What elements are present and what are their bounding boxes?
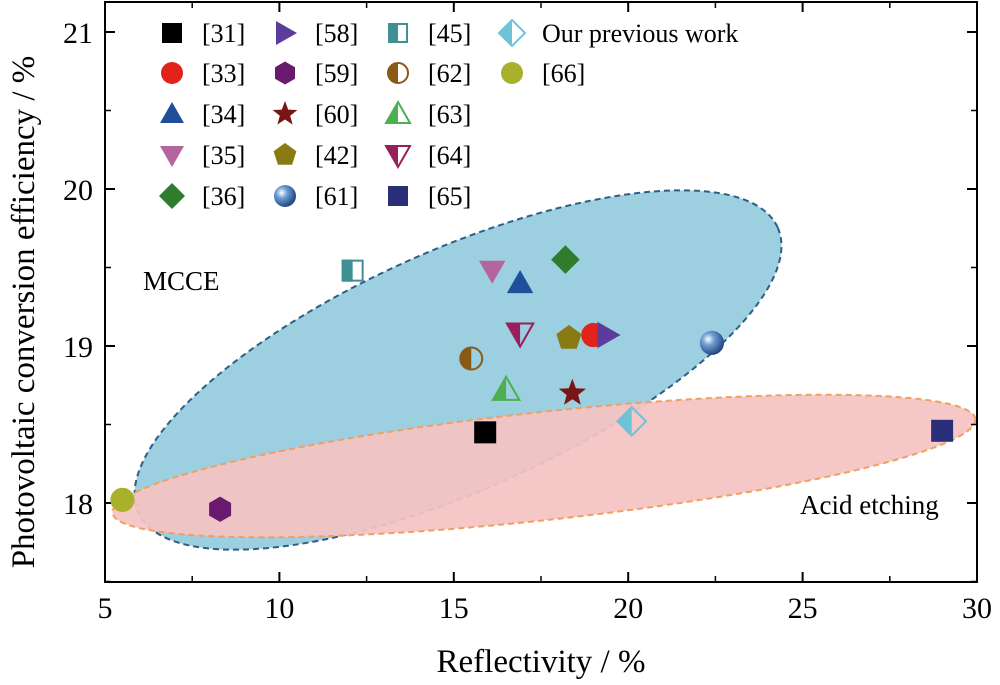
x-tick-label: 10 <box>264 592 294 625</box>
legend-label: [66] <box>542 59 585 88</box>
x-tick-label: 30 <box>962 592 992 625</box>
regions <box>111 189 977 551</box>
point-42 <box>556 324 582 349</box>
legend-item-63: [63] <box>384 99 471 129</box>
legend-item-64: [64] <box>384 141 471 170</box>
legend-label: [62] <box>428 59 471 88</box>
point-35 <box>479 260 506 284</box>
point-34 <box>506 270 534 294</box>
legend-item-42: [42] <box>273 141 358 170</box>
y-tick-label: 18 <box>63 488 93 521</box>
legend-item-34: [34] <box>160 100 245 129</box>
legend-label: [35] <box>202 141 245 170</box>
legend-marker-62 <box>387 62 409 84</box>
legend-label: [36] <box>202 182 245 211</box>
legend-item-61: [61] <box>274 182 358 211</box>
legend-marker-58 <box>276 21 297 45</box>
point-62 <box>459 346 484 371</box>
x-tick-label: 5 <box>98 592 113 625</box>
data-points <box>110 245 954 522</box>
legend-label: [61] <box>315 182 358 211</box>
legend-item-45: [45] <box>388 19 471 48</box>
y-axis: 18 19 20 21 <box>63 17 977 583</box>
legend-label: [42] <box>315 141 358 170</box>
legend-marker-31 <box>162 23 182 43</box>
legend-marker-65 <box>388 186 408 206</box>
point-64 <box>505 322 536 349</box>
point-45 <box>341 259 364 282</box>
legend-marker-63 <box>384 99 412 124</box>
region-acid-etching <box>111 393 977 539</box>
x-tick-label: 20 <box>613 592 643 625</box>
region-label-acid-etching: Acid etching <box>800 490 939 520</box>
legend-marker-34 <box>160 102 184 123</box>
legend-item-33: [33] <box>161 59 245 88</box>
point-66 <box>110 487 135 512</box>
legend-label: [31] <box>202 19 245 48</box>
legend-label: [58] <box>315 19 358 48</box>
legend-marker-35 <box>160 146 184 167</box>
legend-item-65: [65] <box>388 182 471 211</box>
point-58 <box>597 321 621 349</box>
legend-label: [45] <box>428 19 471 48</box>
point-31 <box>474 421 497 444</box>
legend-marker-59 <box>275 61 295 85</box>
point-65 <box>931 419 954 442</box>
y-tick-label: 21 <box>63 17 93 50</box>
point-60 <box>558 378 586 405</box>
legend-item-35: [35] <box>160 141 245 170</box>
point-63 <box>491 374 522 401</box>
legend-item-62: [62] <box>387 59 471 88</box>
legend-item-our-previous-work: Our previous work <box>497 18 738 48</box>
legend-item-59: [59] <box>275 59 358 88</box>
legend-marker-our-previous-work <box>497 18 527 48</box>
x-axis: 5 10 15 20 25 30 <box>98 2 992 625</box>
x-axis-title: Reflectivity / % <box>437 644 646 680</box>
legend-label: [63] <box>428 100 471 129</box>
legend-item-31: [31] <box>162 19 245 48</box>
y-tick-label: 20 <box>63 174 93 207</box>
point-59 <box>209 496 232 522</box>
point-61 <box>699 330 725 355</box>
x-tick-label: 25 <box>788 592 818 625</box>
legend-marker-61 <box>274 185 296 207</box>
point-36 <box>551 245 580 274</box>
legend-item-58: [58] <box>276 19 358 48</box>
legend-item-36: [36] <box>159 182 245 211</box>
legend-label: [64] <box>428 141 471 170</box>
region-label-mcce: MCCE <box>143 266 220 296</box>
legend-marker-66 <box>501 62 523 84</box>
legend-marker-60 <box>272 101 298 125</box>
legend-marker-33 <box>161 62 183 84</box>
legend-marker-36 <box>159 183 185 209</box>
y-tick-label: 19 <box>63 331 93 364</box>
legend-label: [59] <box>315 59 358 88</box>
legend-item-60: [60] <box>272 100 358 129</box>
legend: [31] [33] [34] [35] [36] [58] [59] [60] [42] [61]… <box>159 18 738 211</box>
y-axis-title: Photovoltaic conversion efficiency / % <box>6 56 42 569</box>
legend-marker-42 <box>273 143 297 165</box>
legend-label: [33] <box>202 59 245 88</box>
legend-label: [60] <box>315 100 358 129</box>
legend-marker-64 <box>384 145 412 170</box>
legend-item-66: [66] <box>501 59 585 88</box>
legend-label: Our previous work <box>542 19 738 48</box>
legend-label: [65] <box>428 182 471 211</box>
point-our-previous-work <box>615 405 648 438</box>
legend-label: [34] <box>202 100 245 129</box>
legend-marker-45 <box>388 23 408 43</box>
x-tick-label: 15 <box>439 592 469 625</box>
